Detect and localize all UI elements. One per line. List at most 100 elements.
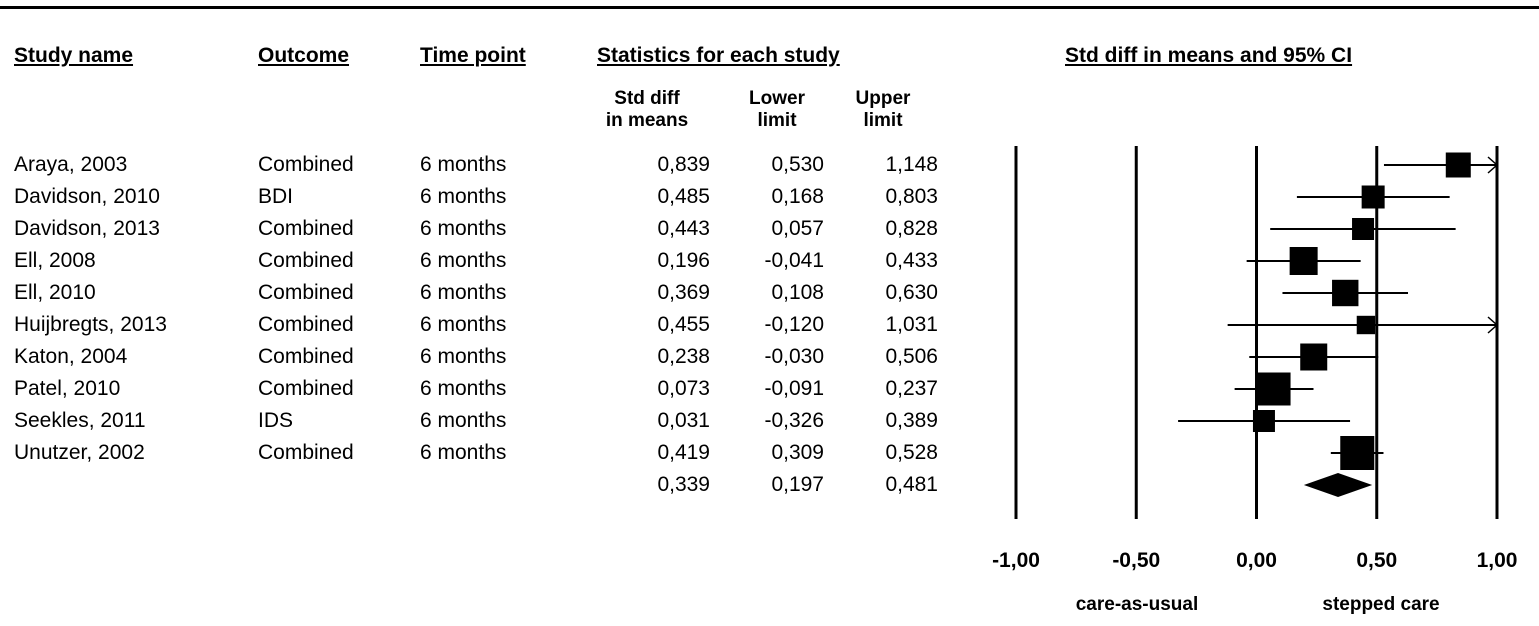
study-marker [1332, 279, 1359, 307]
upper-limit-cell: 0,630 [885, 281, 938, 304]
upper-limit-cell: 0,828 [885, 217, 938, 240]
lower-limit-cell: 0,057 [771, 217, 824, 240]
study-marker [1445, 152, 1471, 178]
upper-limit-cell: 0,433 [885, 249, 938, 272]
lower-limit-cell: 0,530 [771, 153, 824, 176]
subheader-std-diff: Std diff in means [605, 88, 689, 131]
outcome-cell: Combined [258, 217, 354, 240]
outcome-cell: Combined [258, 377, 354, 400]
summary-std-diff: 0,339 [657, 473, 710, 496]
outcome-cell: IDS [258, 409, 294, 432]
study-name: Davidson, 2013 [14, 217, 160, 240]
time-point-cell: 6 months [420, 377, 507, 400]
time-point-cell: 6 months [420, 441, 507, 464]
ci-arrow [1487, 156, 1499, 174]
std-diff-cell: 0,196 [657, 249, 710, 272]
study-marker [1252, 410, 1275, 432]
lower-limit-cell: 0,108 [771, 281, 824, 304]
header-time-point: Time point [420, 44, 526, 67]
outcome-cell: Combined [258, 153, 354, 176]
study-marker [1289, 247, 1318, 275]
time-point-cell: 6 months [420, 217, 507, 240]
table-row: Araya, 2003 Combined 6 months 0,839 0,530 1,1… [0, 149, 960, 181]
ci-arrow [1487, 316, 1499, 334]
table-row: Patel, 2010 Combined 6 months 0,073 -0,091 0,… [0, 373, 960, 405]
top-border [0, 6, 1539, 9]
study-marker [1361, 185, 1385, 209]
subheader-upper-limit: Upper limit [855, 88, 911, 131]
time-point-cell: 6 months [420, 153, 507, 176]
table-row: Unutzer, 2002 Combined 6 months 0,419 0,309 0… [0, 437, 960, 469]
study-marker [1352, 218, 1375, 240]
table-row: Katon, 2004 Combined 6 months 0,238 -0,030 0,… [0, 341, 960, 373]
study-name: Davidson, 2010 [14, 185, 160, 208]
study-name: Unutzer, 2002 [14, 441, 145, 464]
time-point-cell: 6 months [420, 409, 507, 432]
lower-limit-cell: -0,041 [764, 249, 824, 272]
outcome-cell: Combined [258, 249, 354, 272]
upper-limit-cell: 0,389 [885, 409, 938, 432]
study-name: Patel, 2010 [14, 377, 121, 400]
time-point-cell: 6 months [420, 313, 507, 336]
outcome-cell: Combined [258, 441, 354, 464]
header-study-name: Study name [14, 44, 134, 67]
upper-limit-cell: 0,237 [885, 377, 938, 400]
subheader-lower-limit: Lower limit [749, 88, 805, 131]
care-as-usual-label: care-as-usual [1076, 594, 1199, 615]
std-diff-cell: 0,238 [657, 345, 710, 368]
x-tick-label: 0,50 [1356, 549, 1397, 572]
summary-row: 0,339 0,197 0,481 [0, 469, 960, 501]
header-statistics: Statistics for each study [597, 44, 840, 67]
lower-limit-cell: -0,120 [764, 313, 824, 336]
x-tick-label: -0,50 [1112, 549, 1160, 572]
table-row: Ell, 2010 Combined 6 months 0,369 0,108 0,630 [0, 277, 960, 309]
summary-upper-limit: 0,481 [885, 473, 938, 496]
study-name: Katon, 2004 [14, 345, 128, 368]
study-name: Araya, 2003 [14, 153, 128, 176]
std-diff-cell: 0,369 [657, 281, 710, 304]
outcome-cell: BDI [258, 185, 294, 208]
header-ci: Std diff in means and 95% CI [1065, 44, 1353, 67]
upper-limit-cell: 0,528 [885, 441, 938, 464]
time-point-cell: 6 months [420, 185, 507, 208]
study-name: Ell, 2010 [14, 281, 96, 304]
upper-limit-cell: 1,031 [885, 313, 938, 336]
x-tick-label: 0,00 [1236, 549, 1277, 572]
outcome-cell: Combined [258, 313, 354, 336]
std-diff-cell: 0,455 [657, 313, 710, 336]
table-row: Davidson, 2010 BDI 6 months 0,485 0,168 0,803 [0, 181, 960, 213]
stepped-care-label: stepped care [1322, 594, 1439, 615]
table-row: Huijbregts, 2013 Combined 6 months 0,455 -0,… [0, 309, 960, 341]
time-point-cell: 6 months [420, 345, 507, 368]
std-diff-cell: 0,443 [657, 217, 710, 240]
lower-limit-cell: -0,091 [764, 377, 824, 400]
study-marker [1300, 343, 1328, 371]
table-row: Davidson, 2013 Combined 6 months 0,443 0,057… [0, 213, 960, 245]
std-diff-cell: 0,839 [657, 153, 710, 176]
std-diff-cell: 0,073 [657, 377, 710, 400]
std-diff-cell: 0,419 [657, 441, 710, 464]
upper-limit-cell: 0,506 [885, 345, 938, 368]
x-tick-label: -1,00 [992, 549, 1040, 572]
time-point-cell: 6 months [420, 249, 507, 272]
lower-limit-cell: -0,030 [764, 345, 824, 368]
upper-limit-cell: 0,803 [885, 185, 938, 208]
time-point-cell: 6 months [420, 281, 507, 304]
header-outcome: Outcome [258, 44, 350, 67]
study-marker [1356, 315, 1376, 335]
upper-limit-cell: 1,148 [885, 153, 938, 176]
lower-limit-cell: 0,309 [771, 441, 824, 464]
summary-lower-limit: 0,197 [771, 473, 824, 496]
outcome-cell: Combined [258, 345, 354, 368]
table-row: Ell, 2008 Combined 6 months 0,196 -0,041 0,43… [0, 245, 960, 277]
table-row: Seekles, 2011 IDS 6 months 0,031 -0,326 0,389 [0, 405, 960, 437]
study-marker [1340, 436, 1375, 470]
study-name: Huijbregts, 2013 [14, 313, 167, 336]
lower-limit-cell: 0,168 [771, 185, 824, 208]
summary-diamond [1303, 473, 1373, 497]
study-marker [1257, 372, 1291, 406]
std-diff-cell: 0,485 [657, 185, 710, 208]
outcome-cell: Combined [258, 281, 354, 304]
study-name: Seekles, 2011 [14, 409, 146, 432]
